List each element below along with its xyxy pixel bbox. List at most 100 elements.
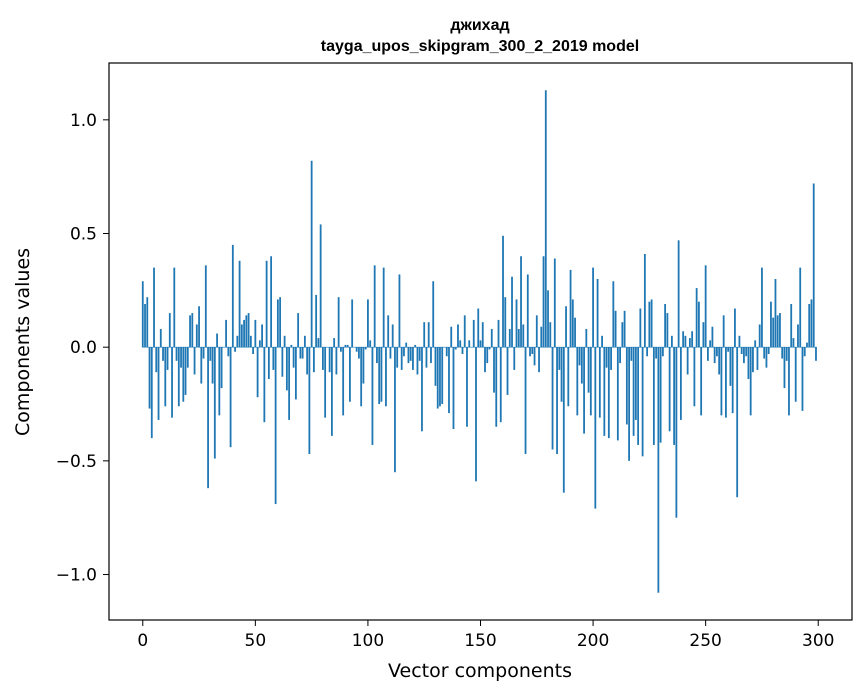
bar-282 <box>776 315 779 348</box>
bar-44 <box>240 324 243 348</box>
bar-14 <box>173 267 176 348</box>
bar-99 <box>364 347 367 350</box>
bar-24 <box>195 324 198 348</box>
bar-268 <box>745 347 748 357</box>
bar-123 <box>418 347 421 361</box>
bar-86 <box>335 347 338 375</box>
bar-158 <box>497 319 500 348</box>
bar-59 <box>274 347 277 505</box>
bar-108 <box>385 347 387 407</box>
bar-80 <box>321 347 324 370</box>
bar-13 <box>171 347 173 418</box>
bar-71 <box>301 347 304 359</box>
bar-92 <box>349 347 351 402</box>
bar-295 <box>806 342 808 348</box>
bar-96 <box>358 347 360 359</box>
bar-100 <box>367 299 369 348</box>
bar-49 <box>252 347 254 354</box>
bar-87 <box>337 297 340 348</box>
bar-218 <box>632 347 635 436</box>
bar-206 <box>605 347 608 368</box>
bar-272 <box>754 340 757 348</box>
bar-106 <box>380 347 383 402</box>
bar-16 <box>177 347 180 407</box>
bar-126 <box>425 347 428 368</box>
bar-142 <box>461 347 464 354</box>
bar-187 <box>562 347 565 493</box>
bar-259 <box>725 347 727 418</box>
bar-234 <box>668 347 671 432</box>
bar-289 <box>792 338 795 348</box>
bar-55 <box>265 260 268 348</box>
bar-41 <box>234 347 236 352</box>
bar-176 <box>538 347 540 373</box>
bar-69 <box>297 313 300 348</box>
bar-61 <box>279 297 282 348</box>
bar-201 <box>594 347 597 509</box>
bar-217 <box>630 347 633 361</box>
bar-241 <box>684 335 687 348</box>
bar-155 <box>490 329 493 348</box>
bar-186 <box>560 347 563 402</box>
bar-286 <box>785 347 788 361</box>
bar-191 <box>571 299 574 348</box>
x-tick-label: 100 <box>352 631 384 651</box>
bar-263 <box>734 308 736 348</box>
bar-111 <box>391 324 394 348</box>
bar-262 <box>731 347 734 414</box>
bar-102 <box>371 347 374 445</box>
bar-163 <box>508 329 511 348</box>
bar-264 <box>736 347 739 498</box>
bar-51 <box>256 347 259 398</box>
bar-226 <box>650 299 653 348</box>
bar-4 <box>150 347 153 439</box>
bar-26 <box>200 347 203 384</box>
bar-144 <box>466 347 468 427</box>
bar-114 <box>398 274 401 348</box>
bar-66 <box>290 344 293 348</box>
bar-221 <box>639 308 642 348</box>
bar-249 <box>702 322 705 348</box>
bar-5 <box>153 267 155 348</box>
bar-189 <box>567 347 570 407</box>
bar-215 <box>625 347 628 425</box>
bar-17 <box>180 347 182 368</box>
bar-33 <box>216 333 218 348</box>
bar-200 <box>592 267 594 348</box>
bar-294 <box>803 347 806 357</box>
y-tick-label: 0.5 <box>70 225 97 245</box>
bar-39 <box>229 347 232 448</box>
bar-9 <box>162 347 164 361</box>
bar-184 <box>556 347 558 455</box>
bar-181 <box>549 322 552 348</box>
bar-150 <box>479 340 482 348</box>
bar-23 <box>193 347 196 375</box>
bar-117 <box>405 342 408 348</box>
bar-0 <box>141 281 144 348</box>
bar-2 <box>146 297 149 348</box>
bar-159 <box>499 347 502 423</box>
bar-219 <box>634 347 637 420</box>
bar-25 <box>198 306 200 348</box>
y-axis-label: Components values <box>12 248 34 436</box>
bar-153 <box>486 347 489 364</box>
bar-81 <box>324 347 327 418</box>
bar-63 <box>283 335 286 348</box>
bar-288 <box>790 303 793 348</box>
bar-115 <box>400 347 403 370</box>
bar-83 <box>328 347 331 373</box>
bar-154 <box>488 347 491 350</box>
bar-245 <box>693 347 696 407</box>
bar-257 <box>720 347 723 416</box>
bar-30 <box>209 347 212 361</box>
bar-195 <box>580 347 583 384</box>
x-axis-ticks: 0 50 100 150 200 250 300 <box>137 620 834 651</box>
bar-113 <box>396 347 399 368</box>
x-tick-label: 150 <box>464 631 496 651</box>
bar-8 <box>159 329 162 348</box>
bar-38 <box>227 347 230 357</box>
bar-143 <box>463 315 466 348</box>
bar-15 <box>175 347 178 361</box>
bar-175 <box>535 315 538 348</box>
bar-266 <box>740 347 743 354</box>
